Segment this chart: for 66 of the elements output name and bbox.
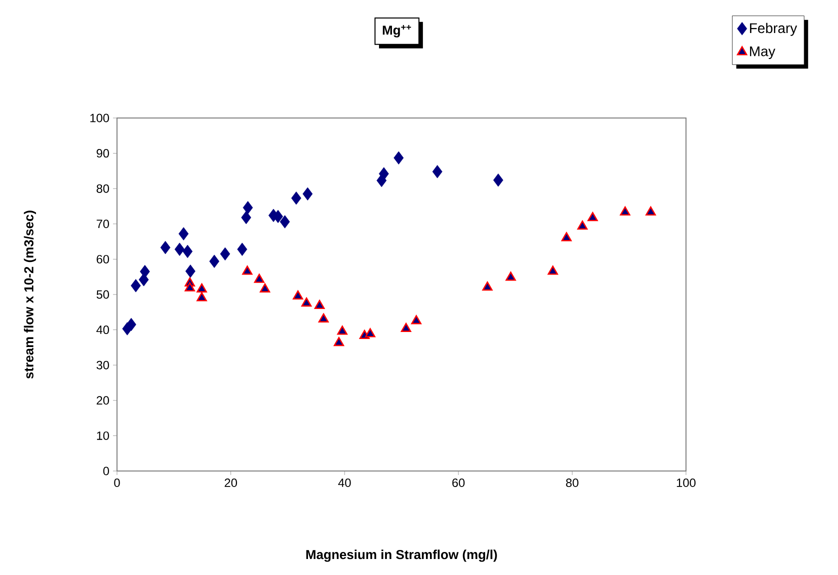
y-tick-label: 60	[96, 254, 110, 264]
y-tick-label: 80	[96, 184, 110, 193]
point	[620, 206, 630, 216]
y-tick-label: 30	[96, 360, 110, 370]
point	[209, 254, 220, 268]
point	[291, 192, 302, 205]
x-tick-label: 100	[676, 478, 696, 488]
y-tick-label: 0	[103, 466, 110, 476]
y-tick-label: 70	[96, 220, 110, 228]
x-axis-title: Magnesium in Stramflow (mg/l)	[306, 550, 497, 562]
point	[237, 242, 248, 256]
point	[280, 215, 290, 228]
point	[196, 292, 207, 302]
point	[378, 167, 389, 180]
point	[506, 272, 516, 281]
y-tick-label: 90	[96, 149, 110, 158]
point	[646, 206, 656, 216]
point	[365, 328, 376, 338]
point	[314, 300, 325, 310]
point	[126, 318, 136, 332]
point	[493, 174, 504, 187]
point	[561, 232, 572, 242]
point	[301, 297, 312, 307]
point	[182, 244, 193, 258]
point	[184, 282, 195, 292]
point	[400, 322, 412, 332]
point	[411, 315, 422, 324]
point	[241, 210, 252, 224]
point	[242, 201, 253, 214]
point	[273, 210, 284, 224]
x-tick-label: 80	[566, 478, 578, 488]
point	[394, 151, 404, 164]
point	[482, 282, 493, 291]
point	[577, 220, 588, 230]
legend-label: Febrary	[750, 22, 798, 36]
y-tick-label: 20	[96, 396, 110, 405]
point	[242, 266, 252, 275]
x-tick-label: 40	[338, 478, 351, 488]
point	[160, 240, 170, 254]
chart-title: Mg$^{++}$	[382, 24, 412, 38]
y-axis-title: stream flow x 10-2 (m3/sec)	[24, 210, 36, 379]
point	[174, 242, 185, 256]
point	[130, 279, 141, 292]
y-tick-label: 50	[96, 290, 110, 299]
point	[220, 247, 230, 260]
point	[140, 264, 150, 278]
point	[337, 326, 348, 335]
x-tick-label: 60	[452, 478, 465, 488]
y-tick-label: 10	[97, 431, 110, 440]
y-tick-label: 40	[96, 326, 110, 334]
point	[302, 187, 313, 200]
point	[292, 290, 304, 300]
point	[548, 266, 558, 275]
legend-label: May	[750, 46, 776, 60]
point	[196, 283, 207, 292]
point	[260, 283, 270, 292]
point	[588, 212, 598, 222]
point	[432, 165, 442, 178]
point	[254, 274, 264, 283]
point	[185, 264, 196, 278]
point	[334, 337, 344, 346]
x-tick-label: 0	[114, 478, 120, 488]
y-tick-label: 100	[90, 114, 110, 122]
x-tick-label: 20	[224, 478, 238, 488]
point	[178, 227, 189, 240]
point	[318, 313, 329, 322]
